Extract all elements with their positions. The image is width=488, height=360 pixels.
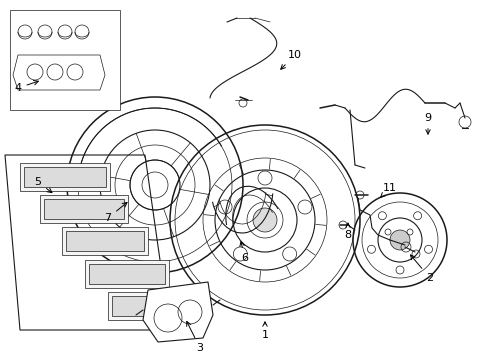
Polygon shape	[5, 155, 170, 330]
Polygon shape	[142, 282, 213, 342]
Text: 5: 5	[35, 177, 52, 193]
Bar	[44, 199, 124, 219]
Polygon shape	[40, 195, 128, 223]
Circle shape	[252, 208, 276, 232]
Text: 7: 7	[104, 202, 127, 223]
Polygon shape	[13, 55, 105, 90]
Text: 3: 3	[186, 321, 203, 353]
Text: 6: 6	[240, 242, 248, 263]
Text: 2: 2	[409, 255, 433, 283]
Polygon shape	[108, 292, 190, 320]
Bar	[10, 10, 120, 110]
Text: 9: 9	[424, 113, 431, 134]
Text: 4: 4	[15, 81, 38, 93]
Text: 8: 8	[344, 223, 351, 240]
Text: 10: 10	[280, 50, 302, 69]
Polygon shape	[85, 260, 169, 288]
Text: 1: 1	[261, 322, 268, 340]
Text: 11: 11	[380, 183, 396, 198]
Circle shape	[389, 230, 409, 250]
Polygon shape	[20, 163, 110, 191]
Bar	[89, 264, 164, 284]
Polygon shape	[62, 227, 148, 255]
Bar	[112, 296, 185, 316]
Bar	[24, 167, 106, 187]
Bar	[66, 231, 143, 251]
